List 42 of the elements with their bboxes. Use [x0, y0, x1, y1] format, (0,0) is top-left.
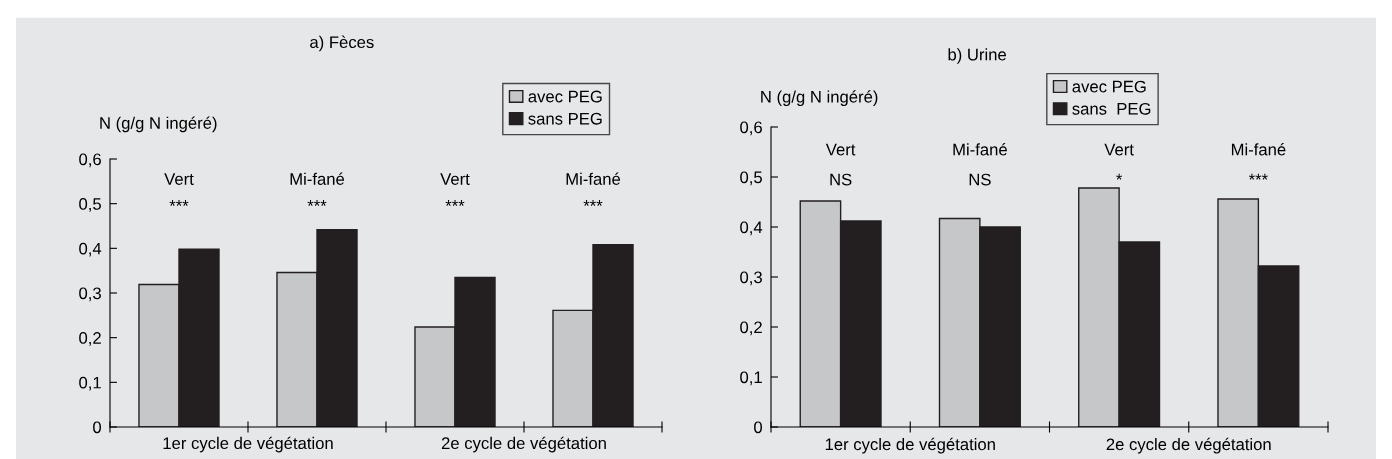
y-axis-title: N (g/g N ingéré): [761, 90, 878, 106]
annotation: ***: [1248, 173, 1268, 180]
y-tick-label: 0: [754, 421, 763, 434]
y-tick-label: 0,5: [740, 171, 762, 186]
y-axis-title: N (g/g N ingéré): [100, 116, 217, 133]
legend-label: avec PEG: [1072, 80, 1146, 93]
x-tick-label: Vert: [440, 173, 470, 185]
x-tick-label: Vert: [825, 143, 856, 156]
text: 1er cycle de végétation: [163, 436, 333, 453]
chart-title: b) Urine: [948, 48, 1006, 64]
y-tick-label: 0,3: [740, 271, 762, 286]
legend-label: avec PEG: [528, 90, 602, 103]
x-tick-label: Mi-fané: [290, 172, 345, 185]
x-tick-label: Vert: [1104, 143, 1134, 156]
legend-label: sans PEG: [1072, 102, 1151, 115]
annotation: ***: [169, 200, 189, 206]
y-tick-label: 0,6: [79, 153, 101, 168]
y-tick-label: 0,1: [79, 376, 101, 391]
x-tick-label: Mi-fané: [953, 143, 1007, 156]
annotation: NS: [969, 173, 991, 186]
y-tick-label: 0,1: [740, 371, 762, 386]
annotation: ***: [445, 200, 465, 206]
text: 2e cycle de végétation: [441, 436, 606, 453]
annotation: *: [1116, 173, 1123, 180]
chart-title: a) Fèces: [310, 35, 374, 52]
y-tick-label: 0,5: [79, 198, 101, 212]
text: 1er cycle de végétation: [825, 437, 995, 454]
y-tick-label: 0,2: [79, 332, 101, 346]
x-tick-label: Vert: [164, 173, 194, 185]
y-tick-label: 0,6: [740, 121, 762, 136]
text: 2e cycle de végétation: [1106, 437, 1271, 454]
y-tick-label: 0,3: [79, 287, 101, 302]
y-tick-label: 0,4: [740, 221, 763, 236]
x-tick-label: Mi-fané: [566, 172, 621, 185]
y-tick-label: 0,4: [79, 242, 102, 257]
y-tick-label: 0,2: [740, 321, 762, 336]
annotation: ***: [583, 200, 603, 206]
x-tick-label: Mi-fané: [1231, 143, 1286, 156]
legend-label: sans PEG: [528, 112, 602, 125]
annotation: NS: [830, 173, 852, 186]
y-tick-label: 0: [93, 421, 102, 434]
annotation: ***: [307, 200, 327, 206]
